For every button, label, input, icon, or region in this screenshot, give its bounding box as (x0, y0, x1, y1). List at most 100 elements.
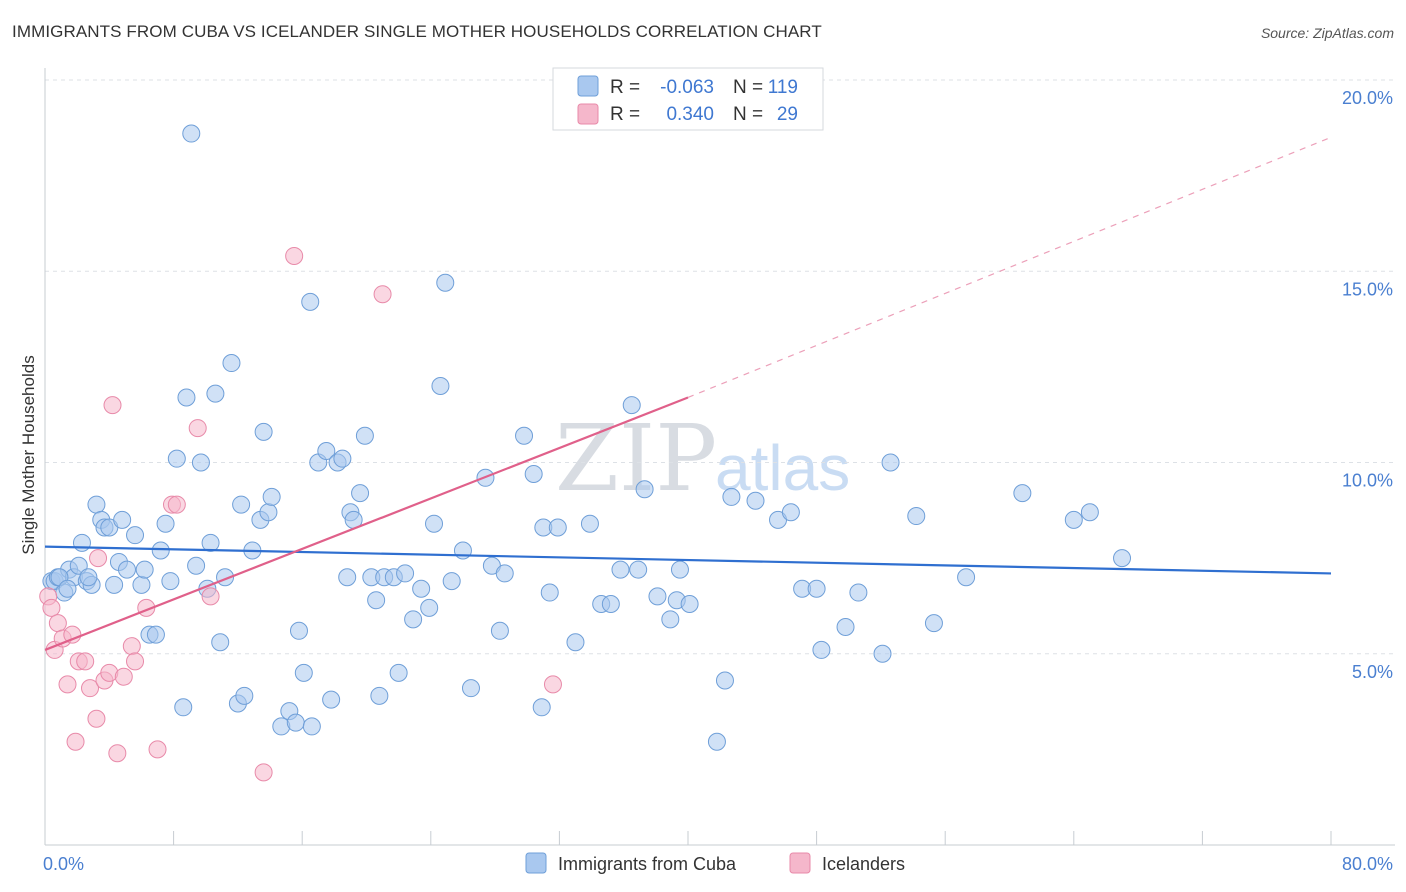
cuba-point (87, 495, 106, 514)
cuba-point (174, 698, 193, 717)
legend-n-label: N = (733, 104, 763, 125)
cuba-point (807, 579, 826, 598)
cuba-point (490, 621, 509, 640)
cuba-point (355, 426, 374, 445)
axes: 5.0% 10.0% 15.0% 20.0% 0.0% 80.0% (43, 68, 1395, 874)
cuba-point (420, 598, 439, 617)
icelander-point (148, 740, 167, 759)
cuba-point (661, 610, 680, 629)
stats-legend: R = -0.063 N = 119 R = 0.340 N = 29 (552, 67, 824, 131)
cuba-point (117, 560, 136, 579)
cuba-point (126, 526, 145, 545)
cuba-point (317, 442, 336, 461)
icelander-point (114, 667, 133, 686)
cuba-point (338, 568, 357, 587)
cuba-point (69, 556, 88, 575)
x-tick-label: 0.0% (43, 854, 84, 874)
cuba-point (722, 487, 741, 506)
cuba-point (707, 732, 726, 751)
trend-lines (44, 136, 1332, 651)
y-tick-label: 10.0% (1342, 471, 1393, 491)
cuba-point (611, 560, 630, 579)
cuba-point (1013, 484, 1032, 503)
icelander-point (58, 675, 77, 694)
cuba-point (1064, 510, 1083, 529)
cuba-point (182, 124, 201, 143)
icelander-point (373, 285, 392, 304)
icelander-point (76, 652, 95, 671)
cuba-trend-line (44, 545, 1332, 575)
icelander-point (201, 587, 220, 606)
cuba-point (156, 514, 175, 533)
cuba-point (812, 640, 831, 659)
y-axis-title: Single Mother Households (19, 355, 38, 554)
cuba-point (177, 388, 196, 407)
legend-swatch-icelanders (577, 103, 599, 125)
cuba-point (262, 487, 281, 506)
cuba-point (622, 396, 641, 415)
legend-r-label: R = (610, 77, 640, 98)
icelander-point (285, 246, 304, 265)
cuba-point (461, 679, 480, 698)
icelander-point (87, 709, 106, 728)
icelander-point (108, 744, 127, 763)
cuba-point (532, 698, 551, 717)
x-tick-label: 80.0% (1342, 854, 1393, 874)
cuba-point (746, 491, 765, 510)
cuba-point (781, 503, 800, 522)
cuba-point (113, 510, 132, 529)
cuba-point (322, 690, 341, 709)
cuba-point (132, 575, 151, 594)
cuba-point (289, 621, 308, 640)
cuba-point (548, 518, 567, 537)
icelander-point (167, 495, 186, 514)
legend-r-value: -0.063 (660, 77, 714, 98)
cuba-point (425, 514, 444, 533)
legend-n-value: 119 (768, 77, 798, 98)
cuba-point (924, 614, 943, 633)
cuba-point (161, 572, 180, 591)
cuba-point (648, 587, 667, 606)
cuba-point (58, 579, 77, 598)
cuba-point (389, 663, 408, 682)
cuba-point (333, 449, 352, 468)
cuba-point (670, 560, 689, 579)
legend-n-label: N = (733, 77, 763, 98)
icelander-point (81, 679, 100, 698)
icelander-point (66, 732, 85, 751)
icelander-point (254, 763, 273, 782)
cuba-point (232, 495, 251, 514)
cuba-point (849, 583, 868, 602)
cuba-point (404, 610, 423, 629)
watermark-zip: ZIP (555, 405, 717, 512)
cuba-point (72, 533, 91, 552)
legend-n-value: 29 (777, 104, 798, 125)
cuba-point (367, 591, 386, 610)
cuba-point (259, 503, 278, 522)
cuba-point (294, 663, 313, 682)
cuba-point (873, 644, 892, 663)
cuba-point (540, 583, 559, 602)
cuba-point (629, 560, 648, 579)
y-tick-label: 20.0% (1342, 88, 1393, 108)
icelander-point (89, 549, 108, 568)
icelander-point (122, 637, 141, 656)
cuba-point (105, 575, 124, 594)
cuba-point (957, 568, 976, 587)
cuba-point (1113, 549, 1132, 568)
legend-r-label: R = (610, 104, 640, 125)
cuba-point (79, 568, 98, 587)
cuba-point (715, 671, 734, 690)
source-credit: Source: ZipAtlas.com (1260, 25, 1394, 41)
icelander-point (63, 625, 82, 644)
cuba-point (412, 579, 431, 598)
cuba-point (146, 625, 165, 644)
legend-label-cuba: Immigrants from Cuba (558, 854, 737, 874)
cuba-point (191, 453, 210, 472)
y-tick-label: 15.0% (1342, 279, 1393, 299)
cuba-point (881, 453, 900, 472)
cuba-point (254, 422, 273, 441)
cuba-point (495, 564, 514, 583)
grid (45, 79, 1395, 655)
